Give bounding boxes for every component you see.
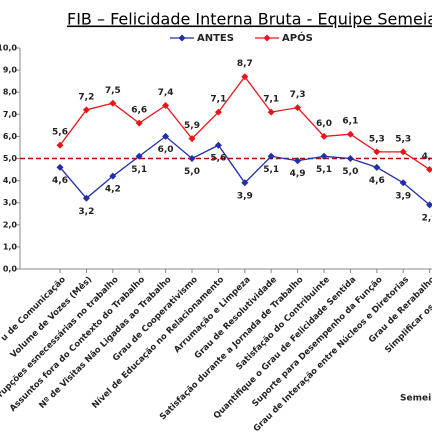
data-point	[373, 148, 381, 156]
data-label: 3,9	[395, 191, 411, 201]
data-label: 6,6	[131, 106, 147, 116]
data-point	[320, 132, 328, 140]
y-tick-label: 4,0	[3, 176, 18, 185]
data-point	[188, 155, 196, 162]
data-label: 8,7	[237, 59, 253, 69]
data-label: 5,1	[131, 165, 147, 175]
y-tick-label: 6,0	[3, 132, 18, 141]
y-tick-label: 5,0	[3, 154, 18, 163]
y-tick-label: 3,0	[3, 198, 18, 207]
data-point	[188, 135, 196, 143]
data-point	[346, 130, 354, 138]
data-point	[162, 101, 170, 109]
data-point	[426, 166, 432, 174]
data-point	[241, 73, 249, 81]
data-point	[109, 99, 117, 107]
data-point	[267, 152, 275, 160]
data-point	[267, 108, 275, 116]
data-label: 5,9	[184, 121, 200, 131]
data-label: 6,0	[316, 119, 332, 129]
x-axis-label: Semei	[400, 394, 431, 404]
data-point	[241, 179, 249, 187]
data-point	[82, 194, 90, 202]
data-label: 7,3	[290, 90, 306, 100]
data-point	[135, 152, 143, 160]
data-label: 4,5	[422, 152, 432, 162]
data-label: 3,9	[237, 191, 253, 201]
data-label: 4,9	[290, 169, 306, 179]
data-label: 4,6	[52, 176, 68, 186]
data-label: 5,6	[52, 128, 68, 138]
data-label: 7,1	[210, 95, 226, 105]
data-label: 6,0	[158, 145, 174, 155]
data-point	[294, 157, 302, 165]
chart-title: FIB – Felicidade Interna Bruta - Equipe …	[67, 10, 432, 29]
data-label: 7,5	[105, 86, 121, 96]
data-point	[162, 132, 170, 140]
legend-marker	[263, 34, 271, 42]
data-label: 5,1	[263, 165, 279, 175]
data-label: 7,4	[158, 88, 174, 98]
y-tick-label: 7,0	[3, 110, 18, 119]
data-point	[399, 148, 407, 156]
data-point	[135, 119, 143, 127]
y-tick-label: 10,0	[0, 44, 17, 53]
data-label: 5,0	[342, 167, 358, 177]
data-point	[294, 104, 302, 112]
legend-label: APÓS	[282, 31, 313, 44]
data-point	[346, 155, 354, 162]
data-point	[320, 152, 328, 160]
y-tick-label: 8,0	[3, 88, 18, 97]
data-label: 4,2	[105, 185, 121, 195]
data-point	[109, 172, 117, 180]
data-point	[56, 163, 64, 171]
data-label: 5,0	[184, 167, 200, 177]
data-label: 5,1	[316, 165, 332, 175]
data-label: 7,2	[78, 92, 94, 102]
data-label: 2,9	[422, 213, 432, 223]
y-tick-label: 0,0	[3, 265, 18, 274]
data-point	[373, 163, 381, 171]
data-label: 5,6	[210, 154, 226, 164]
data-label: 4,6	[369, 176, 385, 186]
legend-label: ANTES	[197, 33, 234, 44]
data-label: 6,1	[342, 117, 358, 127]
y-tick-label: 1,0	[3, 242, 18, 251]
data-label: 3,2	[78, 207, 94, 217]
data-point	[426, 201, 432, 209]
data-point	[214, 141, 222, 149]
data-label: 7,1	[263, 95, 279, 105]
y-tick-label: 9,0	[3, 66, 18, 75]
data-point	[82, 106, 90, 114]
y-tick-label: 2,0	[3, 220, 18, 229]
data-point	[56, 141, 64, 149]
data-label: 5,3	[369, 134, 385, 144]
data-label: 5,3	[395, 134, 411, 144]
data-point	[399, 179, 407, 187]
data-point	[214, 108, 222, 116]
legend-marker	[178, 34, 186, 42]
